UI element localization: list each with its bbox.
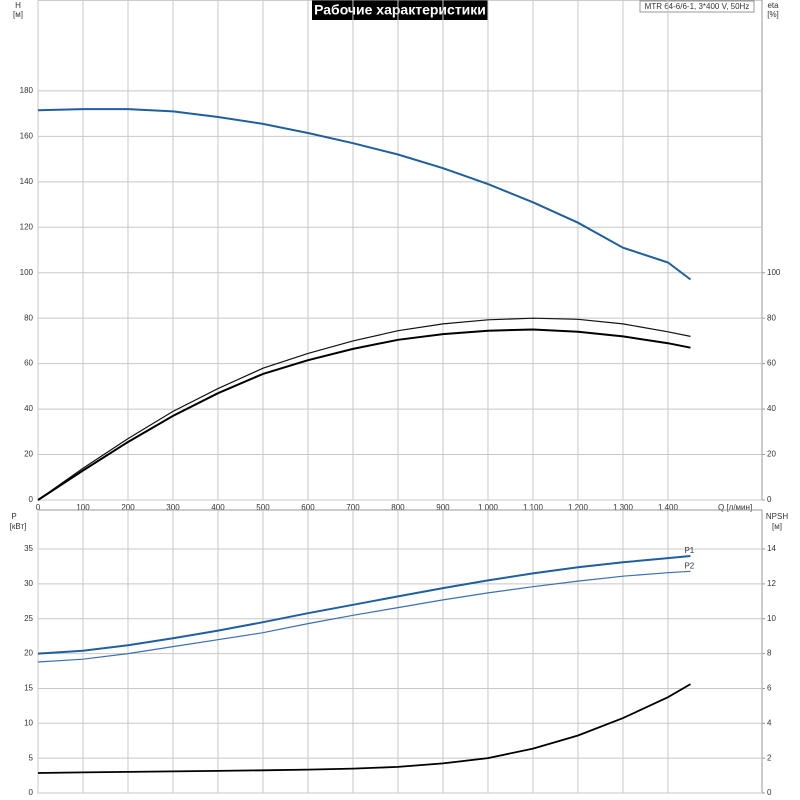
series-label: P2 <box>684 561 694 570</box>
y-axis-label: H <box>15 1 21 10</box>
y-tick-label: 5 <box>29 753 34 762</box>
y2-tick-label: 4 <box>767 718 772 727</box>
y2-tick-label: 14 <box>767 544 776 553</box>
plot-area <box>37 509 763 794</box>
x-tick-label: 900 <box>436 503 450 512</box>
y-tick-label: 30 <box>24 579 33 588</box>
y-tick-label: 120 <box>20 222 34 231</box>
x-tick-label: 500 <box>256 503 270 512</box>
x-tick-label: 200 <box>121 503 135 512</box>
x-tick-label: 1 200 <box>568 503 589 512</box>
x-tick-label: 400 <box>211 503 225 512</box>
y2-tick-label: 40 <box>767 404 776 413</box>
series-line <box>37 317 691 501</box>
y2-tick-label: 8 <box>767 649 772 658</box>
x-tick-label: 600 <box>301 503 315 512</box>
y2-axis-label: NPSH <box>766 512 788 521</box>
y-tick-label: 60 <box>24 359 33 368</box>
x-tick-label: 800 <box>391 503 405 512</box>
y-axis-unit: [кВт] <box>10 522 27 531</box>
y2-tick-label: 60 <box>767 359 776 368</box>
y2-axis-unit: [%] <box>767 10 779 19</box>
y-axis-label: P <box>11 512 16 521</box>
x-tick-label: 700 <box>346 503 360 512</box>
subtitle-box <box>639 0 755 13</box>
y-tick-label: 35 <box>24 544 33 553</box>
y-tick-label: 100 <box>20 268 34 277</box>
y-tick-label: 40 <box>24 404 33 413</box>
y-tick-label: 0 <box>29 788 34 797</box>
x-tick-label: 1 000 <box>478 503 499 512</box>
series-line <box>37 328 691 501</box>
y-tick-label: 20 <box>24 450 33 459</box>
y-tick-label: 15 <box>24 684 33 693</box>
y2-tick-label: 12 <box>767 579 776 588</box>
x-tick-label: 1 300 <box>613 503 634 512</box>
x-tick-label: 0 <box>36 503 41 512</box>
y2-tick-label: 80 <box>767 313 776 322</box>
series-line <box>37 108 692 281</box>
y-tick-label: 80 <box>24 313 33 322</box>
y-axis-unit: [м] <box>13 10 23 19</box>
y2-tick-label: 0 <box>767 788 772 797</box>
y-tick-label: 10 <box>24 718 33 727</box>
series-line <box>37 555 691 655</box>
y-tick-label: 160 <box>20 131 34 140</box>
x-tick-label: 1 100 <box>523 503 544 512</box>
y2-tick-label: 0 <box>767 495 772 504</box>
x-tick-label: 300 <box>166 503 180 512</box>
y2-tick-label: 100 <box>767 268 781 277</box>
y2-axis-unit: [м] <box>772 522 782 531</box>
plot-area <box>37 0 763 501</box>
y2-tick-label: 20 <box>767 450 776 459</box>
series-line <box>37 683 691 774</box>
chart-subtitle: MTR 64-6/6-1, 3*400 V, 50Hz <box>645 2 750 11</box>
y-tick-label: 0 <box>29 495 34 504</box>
y2-tick-label: 10 <box>767 614 776 623</box>
series-label: P1 <box>684 546 694 555</box>
y-tick-label: 140 <box>20 177 34 186</box>
y2-tick-label: 6 <box>767 684 772 693</box>
x-tick-label: 100 <box>76 503 90 512</box>
title-box <box>312 0 488 20</box>
y2-tick-label: 2 <box>767 753 772 762</box>
x-tick-label: 1 400 <box>658 503 679 512</box>
y2-axis-label: eta <box>767 1 779 10</box>
y-tick-label: 25 <box>24 614 33 623</box>
y-tick-label: 20 <box>24 649 33 658</box>
series-line <box>37 570 691 663</box>
y-tick-label: 180 <box>20 86 34 95</box>
chart-title: Рабочие характеристики <box>314 2 486 18</box>
x-axis-label: Q [л/мин] <box>718 503 752 512</box>
